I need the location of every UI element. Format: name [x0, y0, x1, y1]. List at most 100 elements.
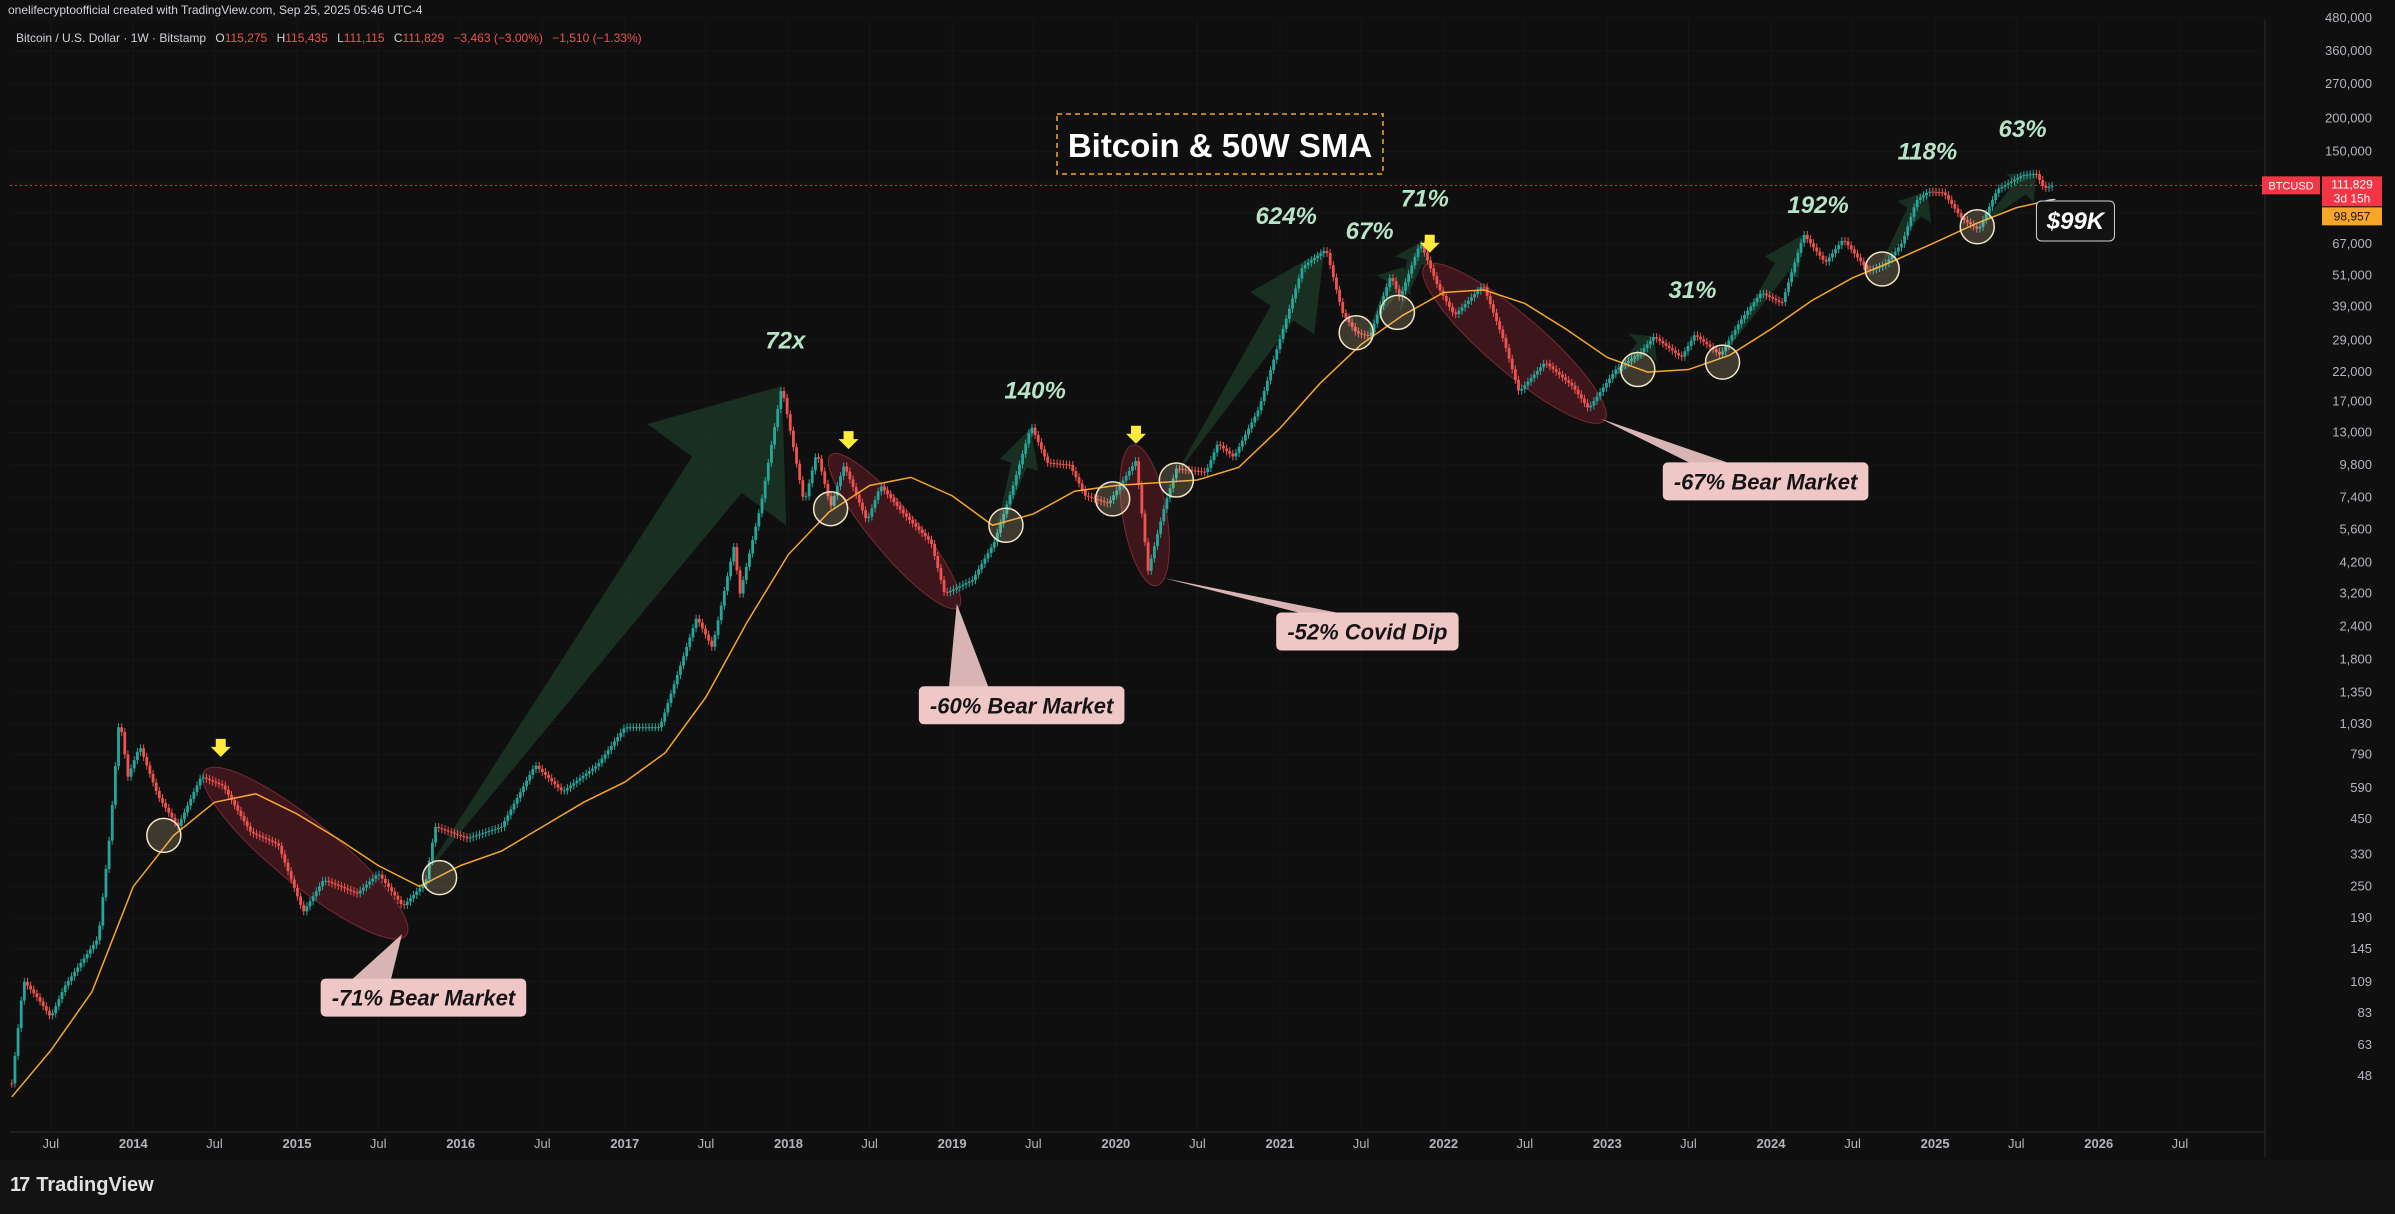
candle-body	[801, 480, 805, 497]
candle-body	[352, 890, 356, 893]
candle-body	[2000, 186, 2004, 189]
candle-body	[117, 727, 120, 767]
candle-body	[1473, 294, 1476, 298]
candle-body	[917, 526, 921, 530]
candle-body	[76, 967, 80, 972]
candle-body	[845, 466, 849, 472]
down-arrow-icon	[1419, 234, 1440, 253]
candle-body	[1350, 322, 1354, 327]
callout-pointer	[350, 934, 403, 981]
gain-arrow	[1724, 234, 1804, 353]
candle-body	[270, 840, 274, 842]
candle-body	[139, 748, 142, 752]
time-tick-label: Jul	[2172, 1136, 2189, 1151]
price-axis[interactable]: 48 63 83 109 145 190 250 330 450 590 790 1,030 1,350…	[2264, 0, 2395, 1160]
candle-body	[456, 833, 459, 835]
candle-body	[1535, 370, 1539, 375]
candle-body	[905, 513, 908, 517]
chart-credit: onelifecryptoofficial created with Tradi…	[8, 3, 423, 17]
candle-body	[870, 508, 874, 517]
candle-body	[1991, 199, 1994, 207]
sma-value-badge	[2322, 207, 2382, 226]
candle-body	[1787, 282, 1790, 293]
candle-body	[1338, 289, 1341, 302]
candle-body	[635, 727, 638, 729]
candle-body	[365, 884, 368, 888]
candle-body	[996, 532, 999, 543]
candle-body	[1718, 351, 1721, 355]
candle-body	[1608, 378, 1611, 384]
candle-body	[2041, 180, 2045, 186]
candle-body	[10, 1083, 14, 1085]
candle-body	[1545, 363, 1549, 365]
candle-body	[1959, 213, 1963, 218]
candle-body	[95, 940, 98, 945]
candle-body	[371, 878, 375, 882]
candle-body	[961, 584, 965, 587]
candle-body	[1328, 252, 1332, 266]
candle-body	[2025, 174, 2029, 176]
candle-body	[744, 566, 748, 581]
candle-body	[835, 486, 839, 496]
candle-body	[1240, 440, 1244, 447]
candle-body	[283, 854, 287, 863]
tradingview-logo[interactable]: 17 TradingView	[10, 1174, 154, 1197]
candle-body	[631, 727, 635, 729]
candle-body	[1287, 308, 1291, 319]
candle-body	[70, 976, 73, 981]
price-tick-label: 790	[2350, 746, 2372, 761]
candle-body	[1341, 301, 1345, 314]
candle-body	[1071, 465, 1075, 472]
candle-body	[1570, 382, 1574, 386]
candle-body	[1755, 297, 1759, 303]
drawdown-zones	[202, 262, 1607, 940]
candle-body	[773, 426, 776, 445]
candle-body	[264, 837, 268, 840]
candle-body	[1953, 204, 1957, 209]
candle-body	[1912, 207, 1916, 217]
time-tick-label: Jul	[534, 1136, 551, 1151]
candle-body	[60, 992, 64, 1000]
candle-body	[1171, 478, 1175, 489]
candle-body	[697, 618, 701, 623]
candle-body	[19, 1000, 23, 1029]
candle-body	[945, 591, 949, 593]
candle-body	[748, 553, 751, 567]
candle-body	[1055, 463, 1059, 465]
candle-body	[923, 533, 927, 537]
candle-body	[1498, 321, 1502, 330]
candle-body	[603, 754, 607, 759]
candle-body	[1174, 468, 1178, 479]
candle-body	[883, 486, 886, 491]
symbol-legend[interactable]: Bitcoin / U.S. Dollar · 1W · Bitstamp O1…	[16, 31, 642, 45]
candle-body	[751, 540, 754, 554]
candle-body	[926, 536, 930, 540]
candle-body	[126, 754, 130, 777]
candle-body	[1576, 389, 1580, 395]
candle-body	[578, 778, 582, 781]
candle-body	[1674, 350, 1677, 353]
candle-body	[1429, 260, 1433, 269]
candle-body	[2022, 175, 2026, 177]
candle-body	[1517, 379, 1520, 391]
candle-body	[104, 868, 108, 898]
time-tick-label: 2025	[1921, 1136, 1950, 1151]
tradingview-mark-icon: 17	[10, 1174, 30, 1196]
candle-body	[1689, 340, 1693, 347]
candle-body	[1030, 427, 1034, 434]
candle-body	[1178, 468, 1181, 470]
candle-body	[1805, 234, 1809, 240]
candle-body	[1011, 485, 1015, 496]
candle-body	[252, 831, 255, 834]
candle-body	[1046, 456, 1050, 463]
candle-body	[261, 836, 265, 838]
candle-body	[534, 765, 538, 770]
time-axis[interactable]: Jul 2014 Jul 2015 Jul 2016 Jul 2017 Jul 2018 Jul 20…	[10, 1131, 2265, 1151]
candle-body	[807, 483, 811, 497]
time-tick-label: 2016	[446, 1136, 475, 1151]
candle-body	[713, 635, 717, 647]
ohlc-close-value: 111,829	[403, 31, 445, 45]
candle-body	[1934, 191, 1938, 193]
candle-body	[393, 891, 397, 896]
